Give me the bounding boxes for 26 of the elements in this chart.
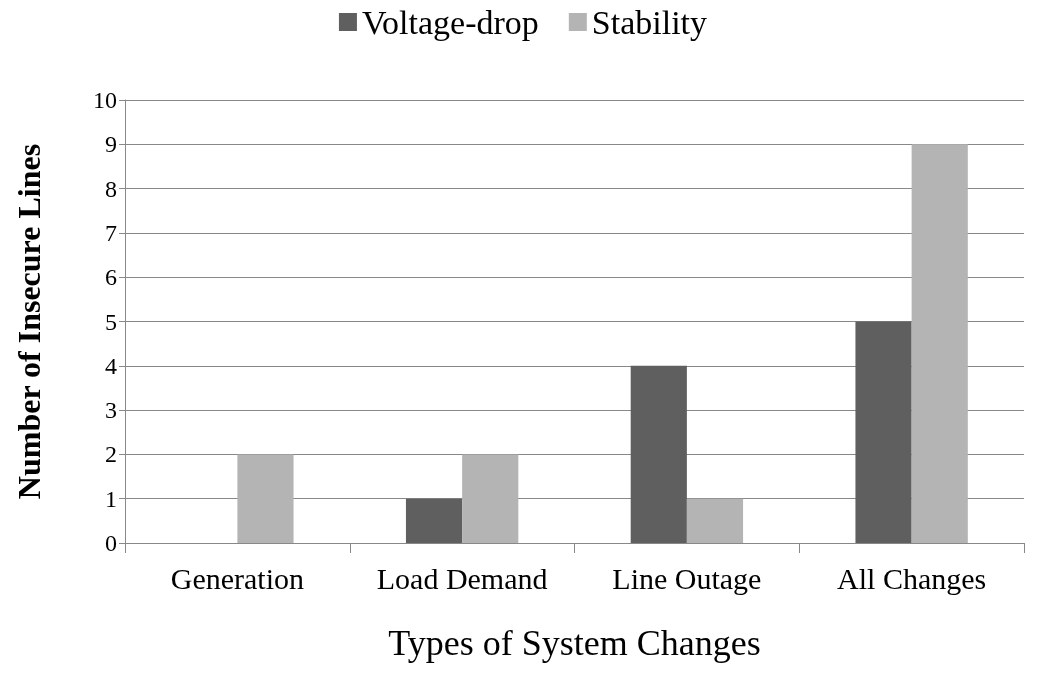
bar — [855, 321, 912, 543]
legend-label: Voltage-drop — [361, 3, 539, 41]
y-axis-title: Number of Insecure Lines — [11, 143, 47, 500]
bar — [686, 498, 744, 543]
legend-label: Stability — [591, 3, 708, 41]
y-tick-label: 8 — [105, 175, 117, 202]
x-tick-label: All Changes — [837, 561, 987, 595]
bar — [911, 144, 968, 543]
y-tick-label: 4 — [105, 352, 117, 379]
y-tick-label: 0 — [105, 530, 117, 556]
y-tick-label: 1 — [105, 485, 117, 512]
y-tick-label: 2 — [105, 441, 117, 468]
y-tick-label: 3 — [105, 397, 117, 424]
y-tick-label: 7 — [105, 219, 117, 246]
x-tick-label: Generation — [170, 561, 305, 595]
y-tick-label: 9 — [105, 131, 117, 158]
y-tick-label: 5 — [105, 308, 117, 335]
x-tick-label: Load Demand — [376, 561, 548, 595]
x-axis-title: Types of System Changes — [388, 623, 761, 663]
x-tick-label: Line Outage — [612, 561, 762, 595]
y-tick-label: 6 — [105, 264, 117, 291]
bar — [237, 454, 294, 543]
bar — [462, 454, 519, 543]
bar — [630, 365, 687, 543]
y-tick-label: 10 — [93, 87, 117, 113]
bar — [405, 498, 463, 543]
